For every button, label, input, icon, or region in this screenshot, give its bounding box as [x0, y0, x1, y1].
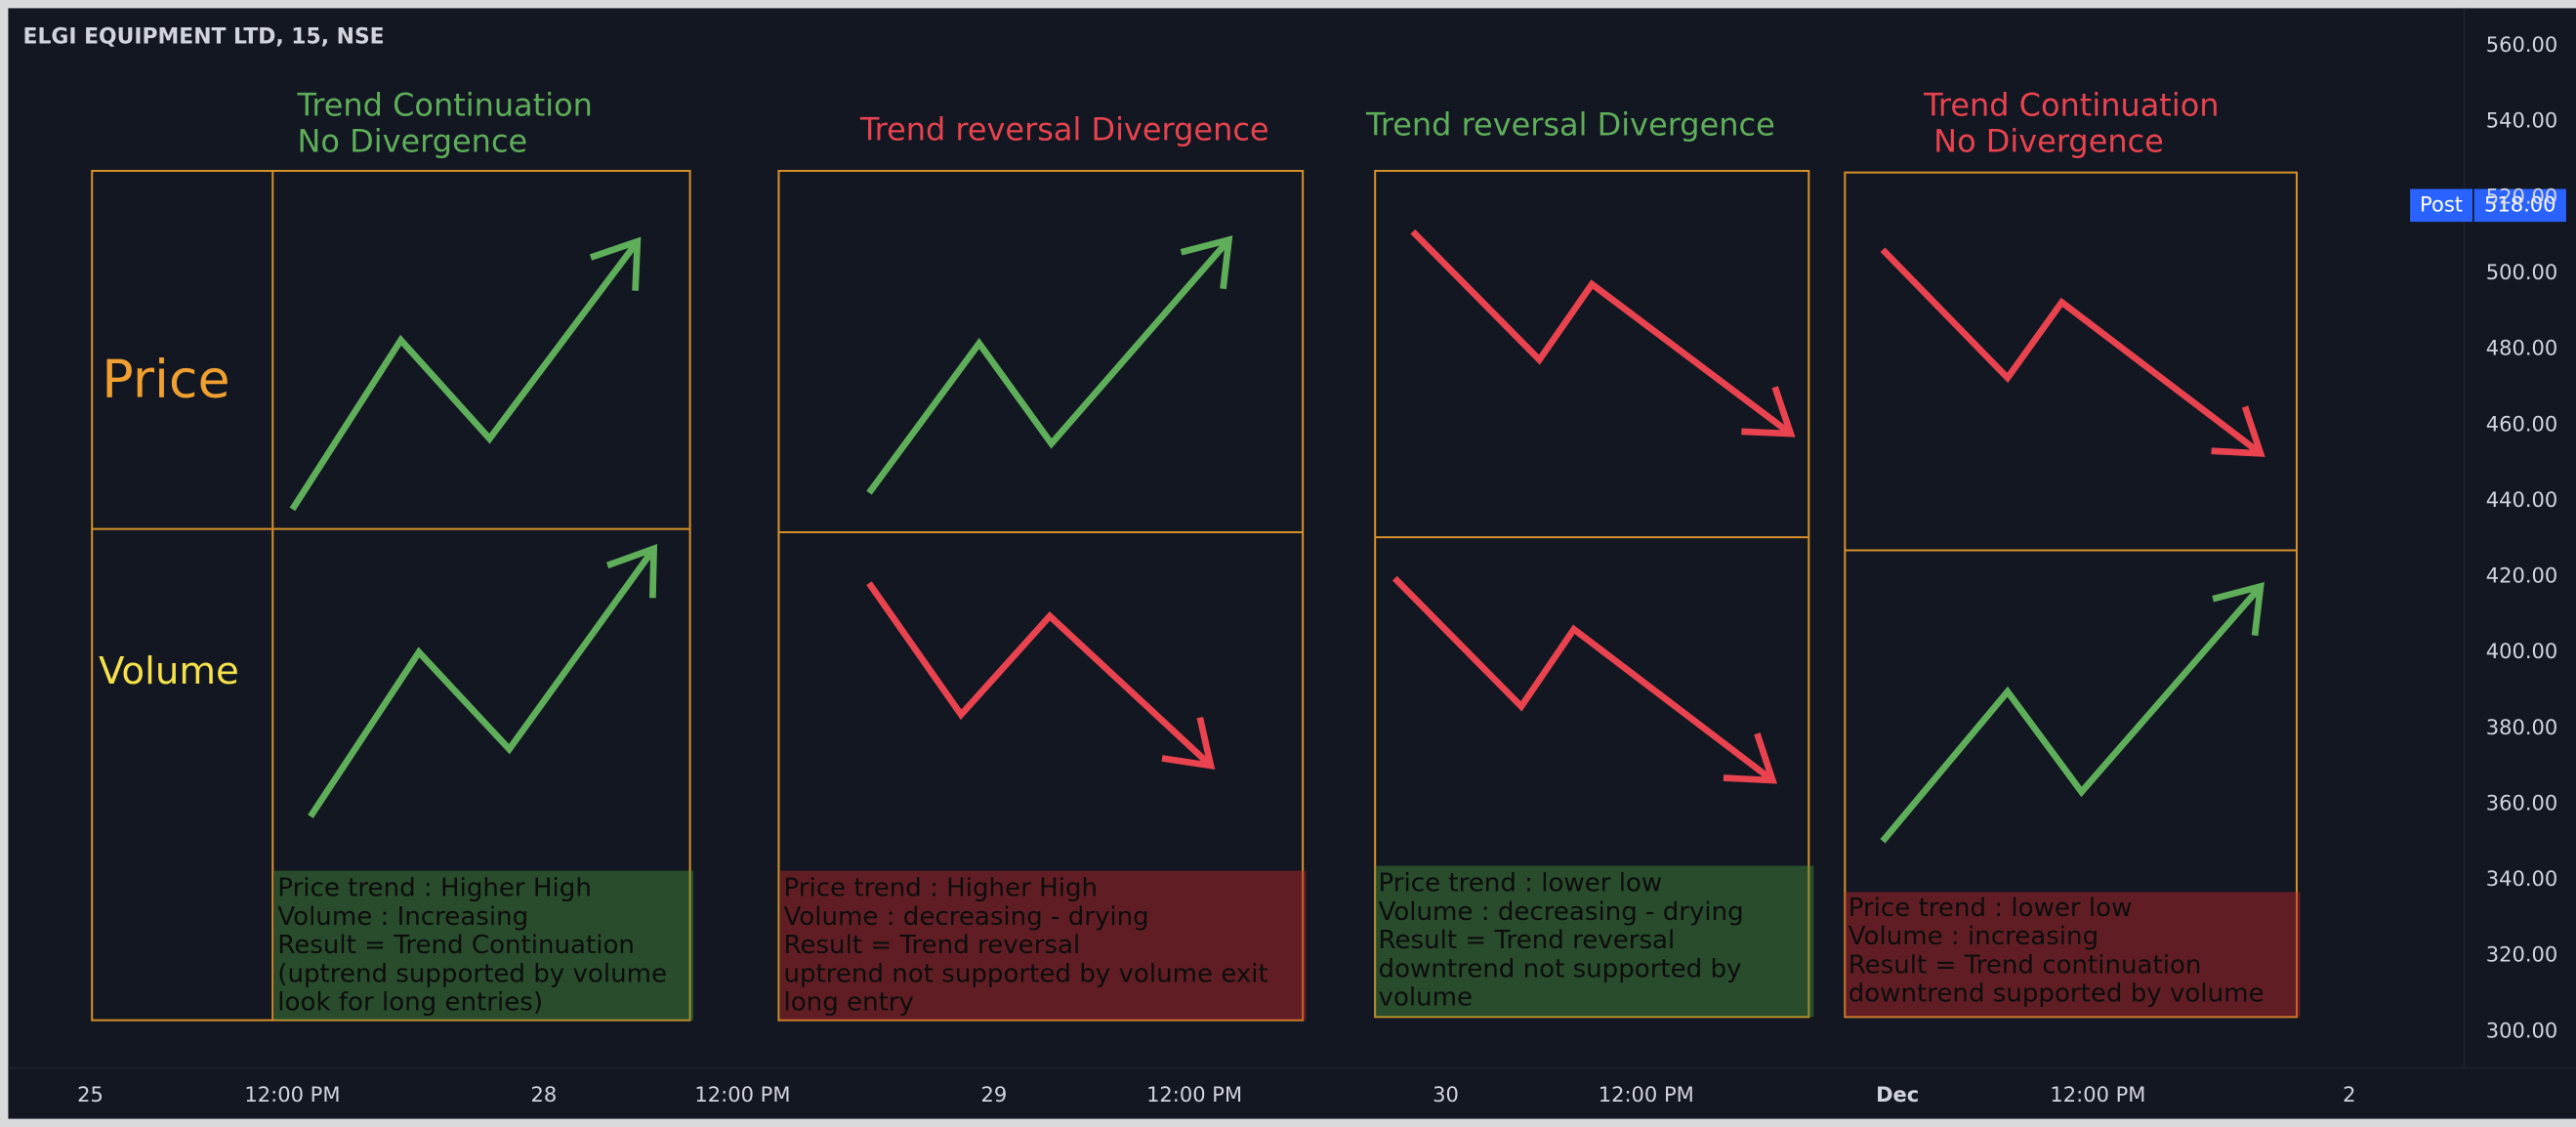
arrow-head — [2211, 405, 2265, 457]
note-line: Price trend : Higher High — [277, 874, 592, 903]
price-axis-label: 480.00 — [2486, 336, 2558, 360]
note-line: Result = Trend Continuation — [277, 931, 635, 960]
time-axis-label: 12:00 PM — [244, 1082, 340, 1106]
arrow-head — [1723, 732, 1778, 784]
arrow-head — [2212, 582, 2264, 637]
badge-label: Post — [2420, 191, 2463, 216]
note-line: (uptrend supported by volume — [277, 959, 667, 988]
badge-label-bg — [2410, 188, 2473, 223]
price-axis-label: 300.00 — [2486, 1018, 2558, 1042]
note-box — [1375, 865, 1814, 1018]
panel-title: Trend reversal Divergence — [859, 111, 1269, 148]
price-axis-label: 360.00 — [2486, 790, 2558, 814]
panel-title: Trend Continuation — [297, 86, 593, 123]
arrow-head — [1161, 716, 1216, 770]
note-box — [780, 870, 1307, 1021]
arrow-head — [589, 236, 642, 291]
time-axis-label: 25 — [77, 1082, 104, 1106]
time-axis-label: 2 — [2343, 1082, 2355, 1106]
trend-arrow — [866, 237, 1231, 495]
price-axis-label: 460.00 — [2486, 411, 2558, 436]
note-line: Volume : decreasing - drying — [1379, 897, 1744, 927]
arrow-head — [1180, 235, 1233, 290]
trend-arrow — [1410, 229, 1793, 437]
trend-arrow — [1880, 247, 2264, 456]
price-axis-label: 380.00 — [2486, 715, 2558, 739]
note-line: uptrend not supported by volume exit — [784, 959, 1268, 988]
note-line: Volume : decreasing - drying — [784, 902, 1149, 932]
panel-frame — [1844, 171, 2299, 1019]
note-box — [1845, 892, 2301, 1018]
row-label-volume: Volume — [99, 649, 239, 693]
note-line: look for long entries) — [277, 988, 543, 1018]
panel-title: No Divergence — [298, 122, 528, 159]
panel-title: No Divergence — [1933, 122, 2164, 159]
note-box — [273, 870, 693, 1021]
time-axis-label: 29 — [980, 1082, 1007, 1106]
row-label-price: Price — [102, 349, 229, 410]
note-line: Price trend : lower low — [1379, 869, 1663, 898]
time-axis-label: 12:00 PM — [2050, 1082, 2145, 1106]
price-axis-label: 400.00 — [2486, 639, 2558, 663]
price-axis-label: 560.00 — [2486, 32, 2558, 57]
price-axis-label: 540.00 — [2486, 108, 2558, 133]
arrow-head — [1741, 386, 1796, 438]
trend-arrow — [308, 546, 657, 818]
trend-arrow — [1880, 584, 2264, 844]
price-axis-label: 520.00 — [2486, 184, 2558, 208]
price-axis-label: 420.00 — [2486, 564, 2558, 588]
note-line: downtrend supported by volume — [1849, 980, 2264, 1009]
chart-background — [8, 8, 2576, 1119]
note-line: Result = Trend reversal — [784, 931, 1081, 960]
price-axis-label: 500.00 — [2486, 260, 2558, 284]
note-line: volume — [1379, 983, 1474, 1013]
time-axis-label: Dec — [1876, 1082, 1919, 1106]
note-line: Result = Trend continuation — [1849, 950, 2202, 980]
panel-frame — [777, 169, 1305, 1022]
note-line: long entry — [784, 988, 914, 1018]
note-line: downtrend not supported by — [1379, 954, 1742, 983]
price-axis-label: 340.00 — [2486, 866, 2558, 891]
panel-frame — [1374, 169, 1810, 1019]
time-axis-label: 12:00 PM — [694, 1082, 790, 1106]
note-line: Price trend : Higher High — [784, 874, 1099, 903]
badge-value: 518.00 — [2484, 191, 2556, 216]
time-axis-label: 28 — [530, 1082, 557, 1106]
time-axis-label: 12:00 PM — [1146, 1082, 1242, 1106]
trend-arrow — [289, 239, 641, 512]
trend-arrow — [1392, 575, 1775, 783]
note-line: Result = Trend reversal — [1379, 926, 1676, 955]
note-line: Volume : Increasing — [277, 902, 528, 932]
time-axis-label: 30 — [1433, 1082, 1459, 1106]
price-axis-label: 320.00 — [2486, 942, 2558, 967]
note-line: Volume : increasing — [1849, 922, 2098, 951]
panel-frame — [91, 169, 691, 1022]
price-axis-label: 440.00 — [2486, 487, 2558, 512]
panel-title: Trend Continuation — [1923, 86, 2219, 123]
trend-arrow — [866, 581, 1214, 769]
panel-title: Trend reversal Divergence — [1365, 106, 1775, 144]
arrow-head — [605, 544, 658, 599]
time-axis-label: 12:00 PM — [1599, 1082, 1694, 1106]
badge-value-bg — [2473, 188, 2566, 223]
note-line: Price trend : lower low — [1849, 894, 2133, 923]
symbol-title: ELGI EQUIPMENT LTD, 15, NSE — [23, 25, 385, 50]
